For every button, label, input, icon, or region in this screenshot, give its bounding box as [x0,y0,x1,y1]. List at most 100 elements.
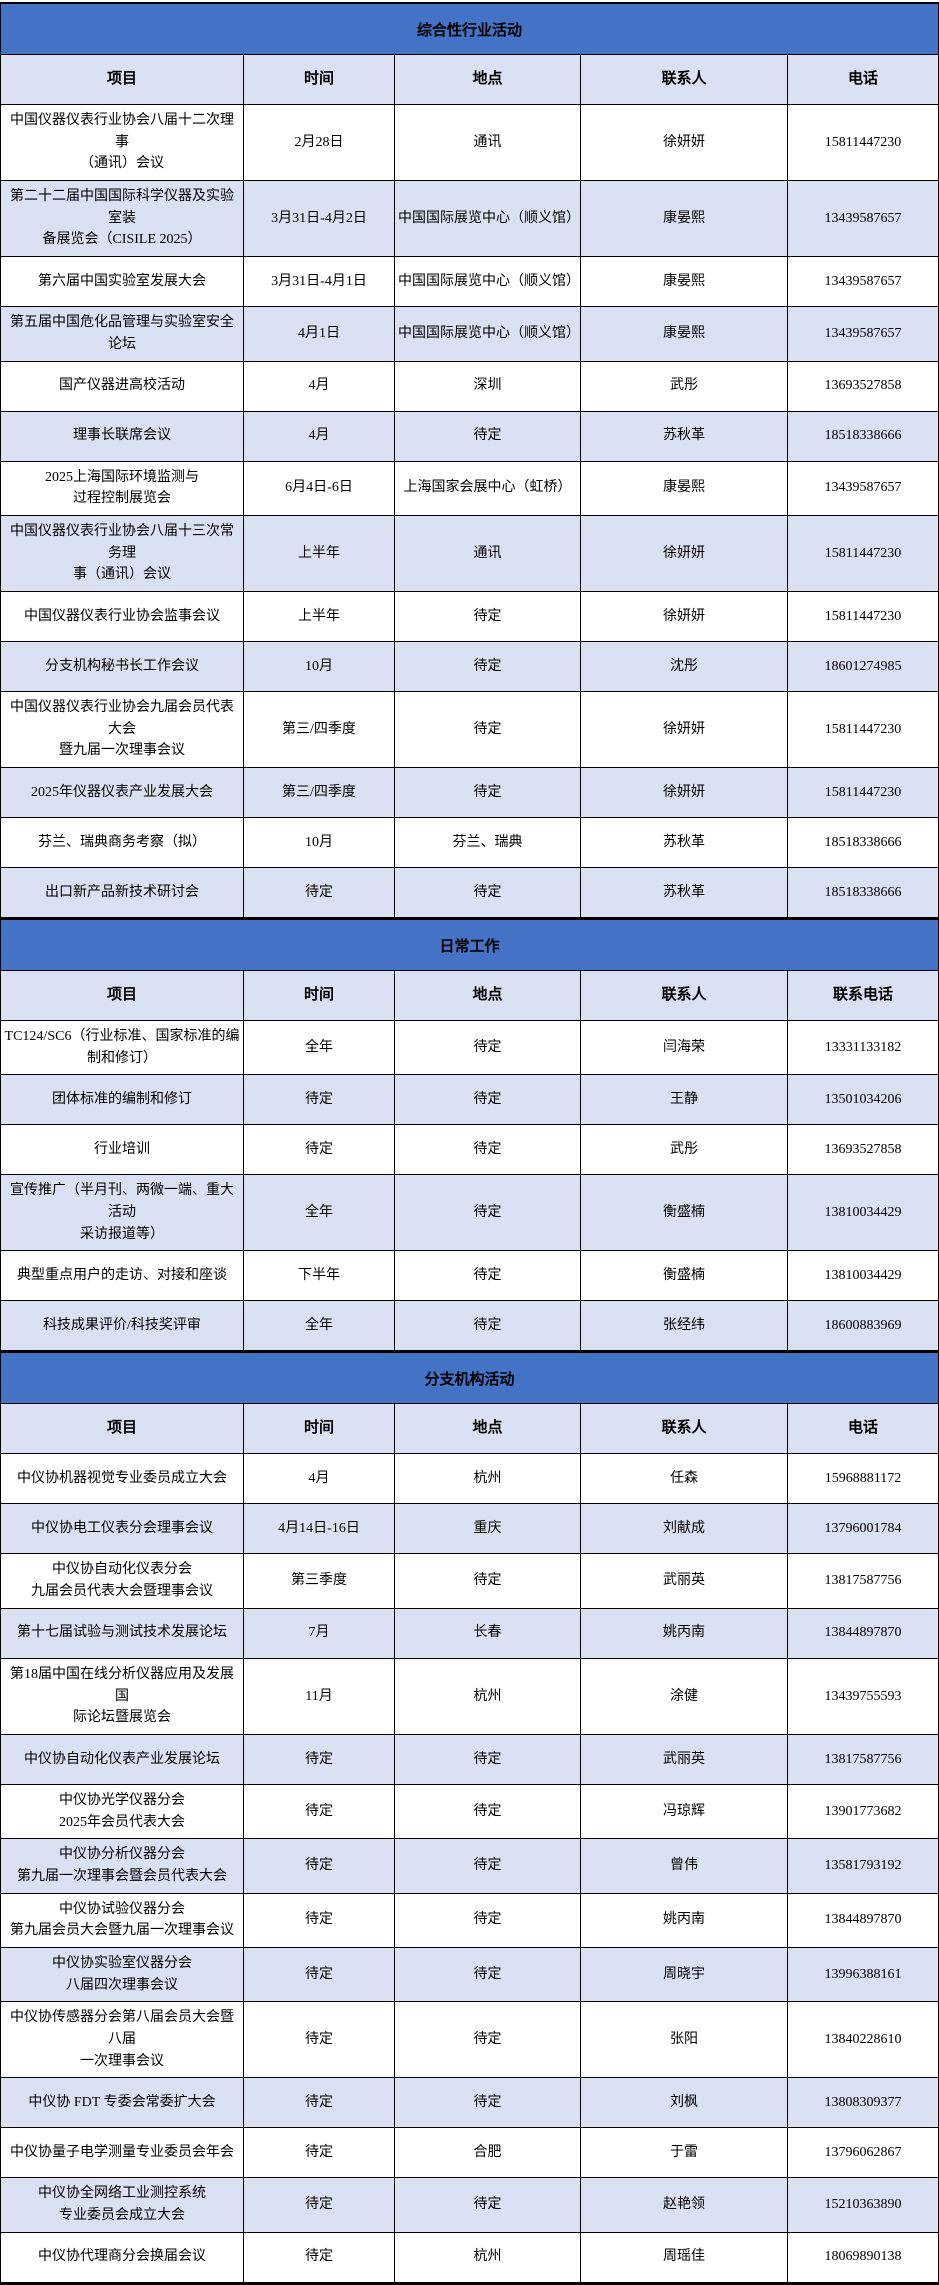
table-row: 行业培训 待定 待定 武彤 13693527858 [1,1125,938,1176]
table-row: 中仪协分析仪器分会 第九届一次理事会暨会员代表大会 待定 待定 曾伟 13581… [1,1839,938,1894]
cell-project: TC124/SC6（行业标准、国家标准的编 制和修订） [1,1021,244,1076]
cell-contact: 苏秋革 [581,411,788,462]
cell-phone: 15210363890 [788,2178,938,2233]
cell-contact: 徐妍妍 [581,105,788,182]
cell-time: 待定 [244,2178,395,2233]
section-title: 分支机构活动 [424,1371,515,1388]
cell-phone: 13693527858 [788,1125,938,1176]
table-row: 宣传推广（半月刊、两微一端、重大活动 采访报道等） 全年 待定 衡盛楠 1381… [1,1175,938,1252]
cell-phone: 13331133182 [788,1021,938,1076]
column-header-location: 地点 [395,55,581,105]
cell-time: 待定 [244,1948,395,2003]
cell-contact: 周晓宇 [581,1948,788,2003]
table-row: 中仪协实验室仪器分会 八届四次理事会议 待定 待定 周晓宇 1399638816… [1,1948,938,2003]
table-row: 中国仪器仪表行业协会八届十二次理事 （通讯）会议 2月28日 通讯 徐妍妍 15… [1,105,938,182]
cell-time: 第三/四季度 [244,691,395,768]
cell-location: 重庆 [395,1504,581,1555]
table-row: 中仪协 FDT 专委会常委扩大会 待定 待定 刘枫 13808309377 [1,2078,938,2129]
cell-project: 中仪协实验室仪器分会 八届四次理事会议 [1,1948,244,2003]
table-row: 中仪协机器视觉专业委员成立大会 4月 杭州 任森 15968881172 [1,1454,938,1505]
cell-time: 待定 [244,2002,395,2079]
cell-contact: 刘枫 [581,2078,788,2129]
cell-time: 第三季度 [244,1554,395,1609]
table-row: 中仪协自动化仪表分会 九届会员代表大会暨理事会议 第三季度 待定 武丽英 138… [1,1554,938,1609]
cell-project: 第六届中国实验室发展大会 [1,257,244,308]
cell-time: 3月31日-4月1日 [244,257,395,308]
cell-time: 上半年 [244,515,395,592]
table-row: 中仪协光学仪器分会 2025年会员代表大会 待定 待定 冯琼辉 13901773… [1,1784,938,1840]
table-row: 国产仪器进高校活动 4月 深圳 武彤 13693527858 [1,361,938,412]
cell-phone: 18518338666 [788,411,938,462]
section-title: 日常工作 [439,938,500,955]
column-header-contact: 联系人 [581,1404,788,1455]
table-row: TC124/SC6（行业标准、国家标准的编 制和修订） 全年 待定 闫海荣 13… [1,1021,938,1076]
header-row: 项目 时间 地点 联系人 电话 [1,55,938,105]
cell-location: 上海国家会展中心（虹桥） [395,461,581,516]
table-row: 分支机构秘书长工作会议 10月 待定 沈彤 18601274985 [1,641,938,692]
cell-location: 深圳 [395,361,581,412]
cell-project: 中仪协分析仪器分会 第九届一次理事会暨会员代表大会 [1,1839,244,1894]
cell-time: 第三/四季度 [244,768,395,818]
column-header-project: 项目 [1,971,244,1021]
cell-location: 待定 [395,2078,581,2129]
cell-location: 杭州 [395,1658,581,1735]
cell-time: 4月 [244,361,395,412]
cell-time: 上半年 [244,591,395,642]
cell-time: 待定 [244,1734,395,1785]
cell-location: 待定 [395,1125,581,1176]
table-row: 2025上海国际环境监测与 过程控制展览会 6月4日-6日 上海国家会展中心（虹… [1,461,938,516]
cell-project: 中仪协机器视觉专业委员成立大会 [1,1454,244,1505]
section-band: 日常工作 [1,918,938,971]
table-row: 中国仪器仪表行业协会九届会员代表大会 暨九届一次理事会议 第三/四季度 待定 徐… [1,691,938,768]
table-row: 2025年仪器仪表产业发展大会 第三/四季度 待定 徐妍妍 1581144723… [1,768,938,818]
cell-time: 待定 [244,1125,395,1176]
cell-time: 11月 [244,1658,395,1735]
cell-phone: 15811447230 [788,592,938,642]
cell-location: 待定 [395,1839,581,1894]
column-header-project: 项目 [1,1404,244,1455]
cell-phone: 15968881172 [788,1454,938,1505]
cell-phone: 13439755593 [788,1659,938,1735]
column-header-time: 时间 [244,55,395,105]
cell-contact: 武彤 [581,361,788,412]
cell-contact: 周瑶佳 [581,2232,788,2283]
column-header-contact: 联系人 [581,55,788,105]
cell-project: 中仪协代理商分会换届会议 [1,2232,244,2283]
cell-project: 2025年仪器仪表产业发展大会 [1,768,244,818]
cell-project: 中国仪器仪表行业协会八届十三次常务理 事（通讯）会议 [1,515,244,592]
cell-project: 团体标准的编制和修订 [1,1075,244,1126]
cell-project: 中仪协自动化仪表分会 九届会员代表大会暨理事会议 [1,1554,244,1609]
cell-contact: 徐妍妍 [581,691,788,768]
cell-project: 典型重点用户的走访、对接和座谈 [1,1251,244,1302]
schedule-section: 综合性行业活动 项目 时间 地点 联系人 电话 中国仪器仪表行业协会八届十二次理… [1,2,938,918]
cell-contact: 武丽英 [581,1734,788,1785]
cell-project: 第二十二届中国国际科学仪器及实验室装 备展览会（CISILE 2025） [1,181,244,258]
cell-project: 宣传推广（半月刊、两微一端、重大活动 采访报道等） [1,1175,244,1252]
cell-location: 待定 [395,691,581,768]
header-row: 项目 时间 地点 联系人 联系电话 [1,971,938,1021]
cell-time: 待定 [244,2128,395,2179]
table-row: 第二十二届中国国际科学仪器及实验室装 备展览会（CISILE 2025） 3月3… [1,181,938,258]
section-band: 分支机构活动 [1,1351,938,1405]
table-row: 第十七届试验与测试技术发展论坛 7月 长春 姚丙南 13844897870 [1,1608,938,1659]
cell-location: 待定 [395,1075,581,1126]
table-row: 中国仪器仪表行业协会监事会议 上半年 待定 徐妍妍 15811447230 [1,591,938,642]
cell-contact: 张阳 [581,2002,788,2079]
cell-phone: 18069890138 [788,2233,938,2283]
cell-location: 待定 [395,868,581,918]
cell-phone: 13844897870 [788,1894,938,1948]
cell-contact: 衡盛楠 [581,1175,788,1252]
cell-time: 待定 [244,1893,395,1948]
cell-phone: 15811447230 [788,515,938,592]
cell-phone: 13996388161 [788,1948,938,2003]
cell-contact: 衡盛楠 [581,1251,788,1302]
cell-project: 中仪协量子电学测量专业委员会年会 [1,2128,244,2179]
cell-contact: 康晏熙 [581,461,788,516]
cell-location: 待定 [395,1893,581,1948]
table-row: 团体标准的编制和修订 待定 待定 王静 13501034206 [1,1075,938,1126]
cell-time: 全年 [244,1021,395,1076]
cell-contact: 苏秋革 [581,868,788,918]
cell-contact: 康晏熙 [581,181,788,258]
table-row: 第六届中国实验室发展大会 3月31日-4月1日 中国国际展览中心（顺义馆） 康晏… [1,257,938,308]
